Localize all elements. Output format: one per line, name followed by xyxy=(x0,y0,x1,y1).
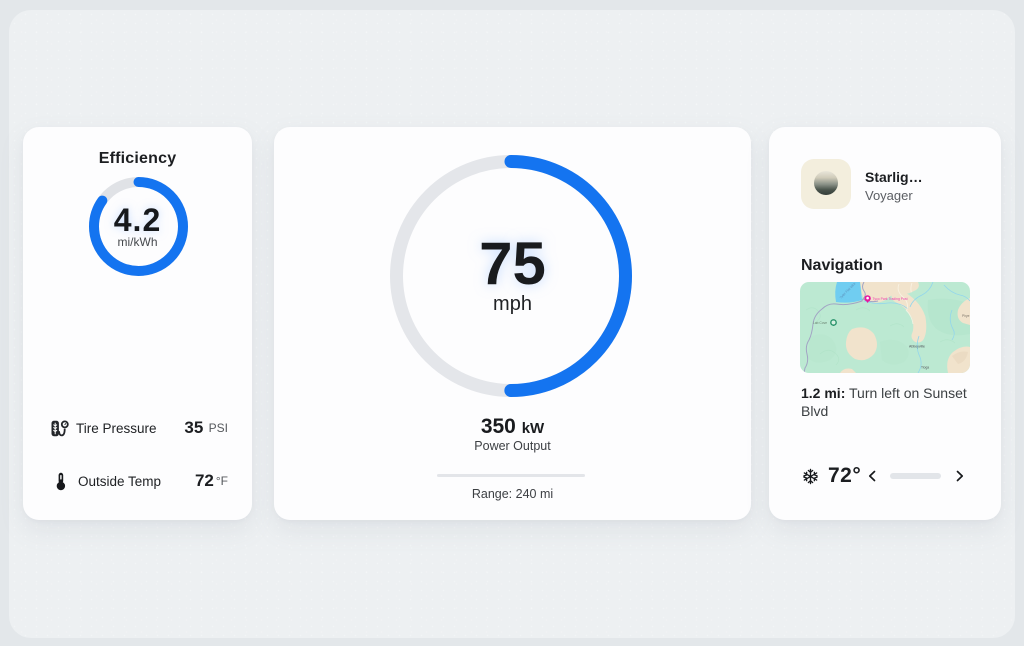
svg-text:Lab Cove: Lab Cove xyxy=(813,321,827,325)
svg-text:Tyco Park Trading Post: Tyco Park Trading Post xyxy=(873,297,908,301)
svg-text:Abbeyville: Abbeyville xyxy=(909,345,925,349)
svg-text:Tioga: Tioga xyxy=(921,366,929,370)
svg-text:Phye: Phye xyxy=(962,314,970,318)
